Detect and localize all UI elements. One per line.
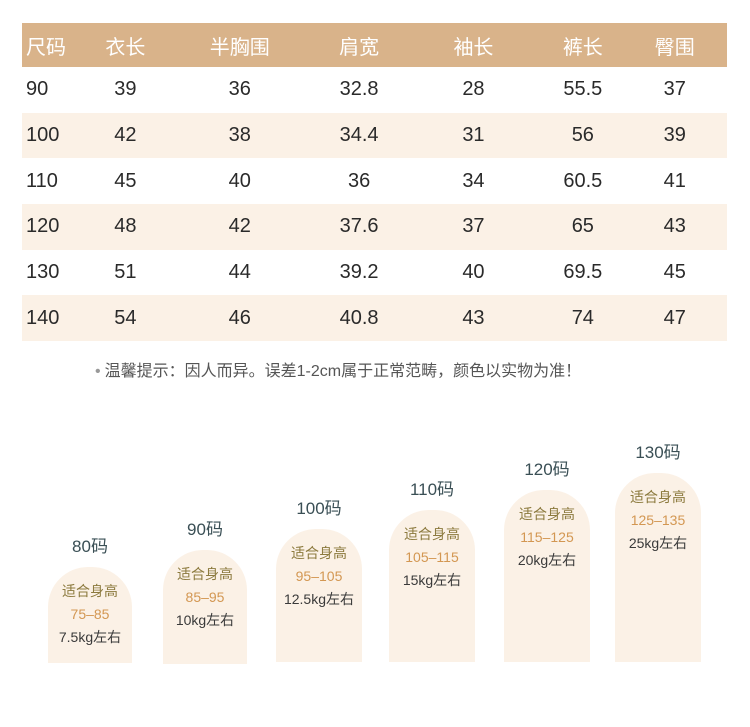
table-cell: 32.8 (339, 78, 379, 101)
table-cell: 43 (462, 306, 485, 329)
size-table: 尺码 衣长 半胸围 肩宽 袖长 裤长 臀围 90 39 36 32.8 28 5… (22, 23, 727, 342)
card-body: 适合身高 75–85 7.5kg左右 (48, 567, 132, 663)
table-cell: 31 (462, 124, 485, 147)
card-size-label: 90码 (187, 520, 223, 539)
table-cell: 41 (663, 169, 686, 192)
size-card-100: 100码 适合身高 95–105 12.5kg左右 (276, 494, 362, 662)
card-fit-label: 适合身高 (519, 506, 575, 522)
table-cell: 54 (114, 306, 137, 329)
card-fit-label: 适合身高 (404, 526, 460, 542)
table-cell: 45 (114, 169, 137, 192)
table-cell: 43 (663, 215, 686, 238)
table-cell: 65 (571, 215, 594, 238)
table-row: 120 48 42 37.6 37 65 43 (22, 204, 727, 250)
table-row: 130 51 44 39.2 40 69.5 45 (22, 250, 727, 296)
card-height-range: 125–135 (630, 512, 686, 528)
table-cell: 39 (663, 124, 686, 147)
table-cell: 36 (347, 169, 371, 192)
table-cell: 100 (26, 124, 60, 147)
table-cell: 48 (114, 215, 137, 238)
card-body: 适合身高 125–135 25kg左右 (615, 473, 701, 662)
size-card-90: 90码 适合身高 85–95 10kg左右 (163, 515, 247, 664)
table-row: 140 54 46 40.8 43 74 47 (22, 295, 727, 342)
card-height-range: 85–95 (185, 589, 225, 605)
card-weight: 25kg左右 (628, 535, 688, 551)
table-cell: 37 (663, 78, 686, 101)
table-cell: 90 (26, 78, 49, 101)
card-fit-label: 适合身高 (630, 489, 686, 505)
header-cell: 尺码 (26, 36, 66, 59)
header-cell: 衣长 (105, 36, 146, 59)
card-height-range: 115–125 (520, 529, 574, 545)
card-weight: 12.5kg左右 (283, 591, 355, 607)
table-cell: 38 (228, 124, 251, 147)
table-row: 110 45 40 36 34 60.5 41 (22, 158, 727, 204)
table-cell: 140 (26, 306, 60, 329)
card-size-label: 120码 (524, 460, 570, 479)
table-cell: 36 (228, 78, 251, 101)
tip-text: 温馨提示：因人而异。误差1-2cm属于正常范畴，颜色以实物为准！ (104, 363, 582, 380)
size-card-120: 120码 适合身高 115–125 20kg左右 (504, 455, 590, 662)
table-cell: 45 (663, 261, 686, 284)
card-weight: 10kg左右 (175, 612, 235, 628)
size-card-110: 110码 适合身高 105–115 15kg左右 (389, 475, 475, 662)
card-fit-label: 适合身高 (62, 583, 118, 599)
header-cell: 袖长 (453, 36, 494, 59)
table-cell: 28 (462, 78, 485, 101)
header-cell: 裤长 (562, 36, 603, 59)
card-size-label: 130码 (635, 443, 681, 462)
table-row: 90 39 36 32.8 28 55.5 37 (22, 67, 727, 113)
table-cell: 55.5 (563, 78, 603, 101)
table-cell: 120 (26, 215, 60, 238)
table-cell: 34.4 (339, 124, 379, 147)
card-height-range: 105–115 (405, 549, 459, 565)
size-card-80: 80码 适合身高 75–85 7.5kg左右 (48, 532, 132, 663)
table-cell: 34 (462, 169, 485, 192)
card-body: 适合身高 85–95 10kg左右 (163, 550, 247, 664)
table-cell: 40 (228, 169, 251, 192)
table-header-row: 尺码 衣长 半胸围 肩宽 袖长 裤长 臀围 (22, 23, 727, 67)
table-cell: 51 (114, 261, 137, 284)
table-cell: 39 (114, 78, 137, 101)
card-fit-label: 适合身高 (291, 545, 347, 561)
card-height-range: 75–85 (70, 606, 110, 622)
size-card-130: 130码 适合身高 125–135 25kg左右 (615, 438, 701, 662)
header-cell: 肩宽 (339, 36, 380, 59)
bullet-icon: • (95, 363, 101, 380)
table-row: 100 42 38 34.4 31 56 39 (22, 112, 727, 159)
card-body: 适合身高 105–115 15kg左右 (389, 510, 475, 662)
header-cell: 臀围 (654, 36, 695, 59)
table-cell: 44 (228, 261, 251, 284)
card-size-label: 100码 (296, 499, 342, 518)
table-cell: 69.5 (563, 261, 603, 284)
card-fit-label: 适合身高 (177, 566, 233, 582)
card-weight: 7.5kg左右 (58, 629, 122, 645)
table-cell: 130 (26, 261, 60, 284)
card-weight: 20kg左右 (517, 552, 577, 568)
table-cell: 42 (228, 215, 251, 238)
card-weight: 15kg左右 (402, 572, 462, 588)
card-body: 适合身高 115–125 20kg左右 (504, 490, 590, 662)
table-cell: 39.2 (339, 261, 379, 284)
table-cell: 60.5 (563, 169, 603, 192)
table-cell: 40 (462, 261, 485, 284)
card-size-label: 110码 (409, 480, 455, 499)
table-cell: 47 (663, 306, 686, 329)
card-body: 适合身高 95–105 12.5kg左右 (276, 529, 362, 662)
table-cell: 46 (228, 306, 251, 329)
table-cell: 42 (114, 124, 137, 147)
table-cell: 56 (571, 124, 594, 147)
table-cell: 110 (26, 169, 58, 192)
table-cell: 37.6 (339, 215, 379, 238)
tip-note: • 温馨提示：因人而异。误差1-2cm属于正常范畴，颜色以实物为准！ (95, 357, 581, 381)
card-size-label: 80码 (72, 537, 108, 556)
card-height-range: 95–105 (295, 568, 343, 584)
header-cell: 半胸围 (209, 36, 270, 59)
table-cell: 40.8 (339, 306, 379, 329)
table-cell: 74 (571, 306, 594, 329)
table-cell: 37 (462, 215, 485, 238)
